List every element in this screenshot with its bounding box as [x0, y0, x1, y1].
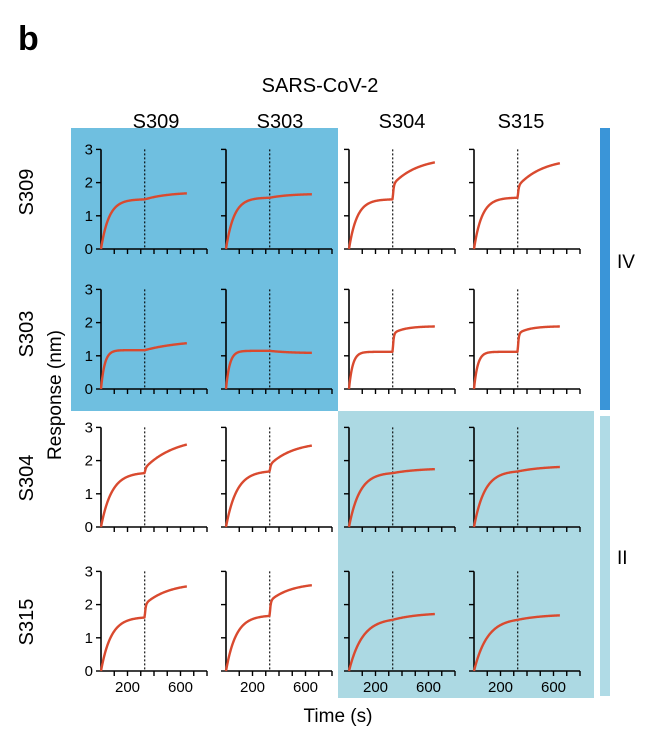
- panel-S315-S304: 200 600: [344, 570, 456, 696]
- response-curve: [99, 585, 188, 672]
- column-label: S304: [379, 111, 426, 133]
- column-labels: S309 S303 S304 S315: [133, 111, 545, 133]
- panel-S304-S315: [469, 426, 581, 532]
- group-bars: IV II: [600, 128, 635, 696]
- y-tick-label: 2: [85, 597, 93, 614]
- x-tick-label: 600: [541, 679, 566, 696]
- y-tick-label: 0: [85, 519, 93, 536]
- panel-S304-S304: [344, 426, 456, 532]
- response-curve: [472, 162, 561, 250]
- response-curve: [224, 193, 313, 250]
- y-tick-label: 1: [85, 486, 93, 503]
- group-label: II: [617, 548, 628, 569]
- y-tick-label: 0: [85, 241, 93, 258]
- y-tick-label: 3: [85, 563, 93, 580]
- y-tick-label: 2: [85, 315, 93, 332]
- response-curve: [224, 349, 313, 390]
- panel-S303-S303: [221, 288, 333, 394]
- panel-S309-S315: [469, 148, 581, 254]
- panel-grid: 0 1 2 3 0 1 2 3 0 1 2 3 0 1 2 3 200 600 200 600 200 600 200 600: [85, 141, 581, 696]
- x-tick-label: 200: [115, 679, 140, 696]
- y-tick-label: 2: [85, 453, 93, 470]
- response-curve: [99, 192, 188, 250]
- y-tick-label: 0: [85, 663, 93, 680]
- response-curve: [347, 161, 436, 250]
- x-tick-label: 200: [488, 679, 513, 696]
- response-curve: [472, 614, 561, 672]
- panel-letter: b: [18, 20, 39, 58]
- x-axis-title: Time (s): [304, 706, 373, 727]
- x-tick-label: 600: [416, 679, 441, 696]
- panel-S309-S304: [344, 148, 456, 254]
- panel-S315-S309: 0 1 2 3 200 600: [85, 563, 208, 696]
- x-tick-label: 200: [363, 679, 388, 696]
- x-tick-label: 600: [293, 679, 318, 696]
- response-curve: [347, 325, 436, 390]
- panel-S315-S303: 200 600: [221, 570, 333, 696]
- y-tick-label: 2: [85, 175, 93, 192]
- group-label: IV: [617, 252, 635, 273]
- panel-S304-S309: 0 1 2 3: [85, 419, 208, 536]
- row-label: S304: [16, 455, 38, 502]
- row-label: S303: [16, 311, 38, 358]
- chart-title: SARS-CoV-2: [262, 75, 379, 97]
- response-curve: [99, 342, 188, 390]
- y-tick-label: 3: [85, 141, 93, 158]
- panel-S303-S304: [344, 288, 456, 394]
- y-tick-label: 0: [85, 381, 93, 398]
- y-tick-label: 1: [85, 208, 93, 225]
- panel-S309-S303: [221, 148, 333, 254]
- group-region-II: [338, 411, 594, 698]
- response-curve: [347, 612, 436, 672]
- response-curve: [472, 465, 561, 528]
- response-curve: [224, 444, 313, 528]
- panel-S303-S315: [469, 288, 581, 394]
- panel-S315-S315: 200 600: [469, 570, 581, 696]
- row-label: S309: [16, 169, 38, 216]
- y-tick-label: 3: [85, 419, 93, 436]
- panel-S304-S303: [221, 426, 333, 532]
- group-bar-II: [600, 416, 610, 696]
- y-tick-label: 1: [85, 630, 93, 647]
- group-backgrounds: [71, 128, 594, 698]
- y-axis-title: Response (nm): [45, 330, 66, 460]
- x-tick-label: 600: [168, 679, 193, 696]
- column-label: S315: [498, 111, 545, 133]
- panel-S303-S309: 0 1 2 3: [85, 281, 208, 398]
- column-label: S303: [257, 111, 304, 133]
- y-tick-label: 3: [85, 281, 93, 298]
- group-bar-IV: [600, 128, 610, 410]
- response-curve: [224, 584, 313, 672]
- group-region-IV: [71, 128, 338, 411]
- row-label: S315: [16, 599, 38, 646]
- response-curve: [347, 467, 436, 528]
- x-tick-label: 200: [240, 679, 265, 696]
- response-curve: [99, 443, 188, 528]
- y-tick-label: 1: [85, 348, 93, 365]
- row-labels: S309 S303 S304 S315: [16, 169, 38, 646]
- response-curve: [472, 325, 561, 390]
- panel-S309-S309: 0 1 2 3: [85, 141, 208, 258]
- column-label: S309: [133, 111, 180, 133]
